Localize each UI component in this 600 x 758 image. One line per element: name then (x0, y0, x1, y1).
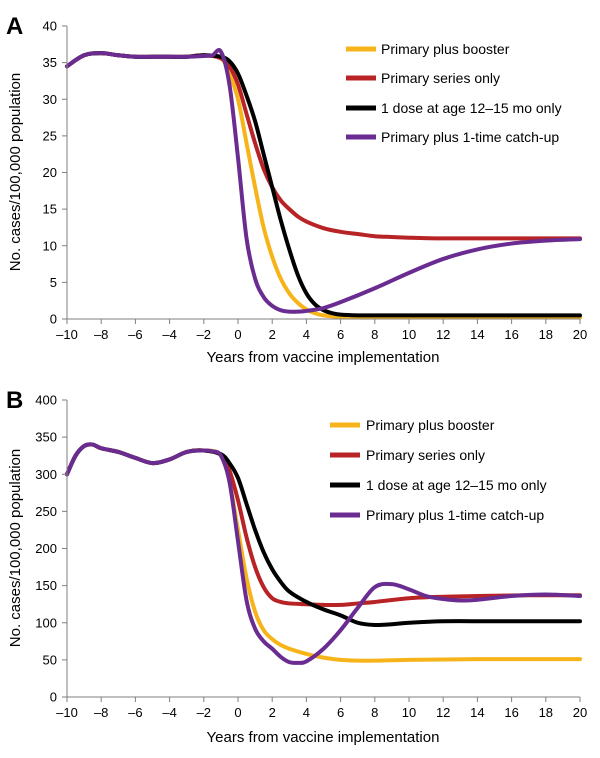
x-tick-label: 6 (337, 327, 344, 342)
x-tick-label: –8 (94, 705, 108, 720)
series-line-primary-plus-1-time-catch-up (65, 442, 582, 665)
y-tick-label: 20 (43, 165, 57, 180)
y-tick-label: 0 (50, 312, 57, 327)
y-axis-title: No. cases/100,000 population (7, 73, 24, 271)
y-tick-label: 30 (43, 92, 57, 107)
x-tick-label: 0 (234, 327, 241, 342)
legend-label: Primary plus booster (381, 41, 510, 57)
plot-area (65, 48, 582, 320)
x-axis-title: Years from vaccine implementation (207, 349, 440, 366)
x-tick-label: –4 (162, 705, 176, 720)
legend-label: Primary plus booster (366, 417, 495, 433)
panel-letter: B (6, 387, 23, 414)
legend-item: Primary plus booster (330, 417, 495, 433)
legend: Primary plus booster Primary series only… (330, 417, 547, 523)
x-tick-label: 20 (573, 705, 587, 720)
x-tick-label: 8 (371, 327, 378, 342)
y-tick-label: 10 (43, 238, 57, 253)
x-tick-label: 0 (234, 705, 241, 720)
panel-b: B –10 –8 –6 –4 –2 0 2 4 6 8 10 12 14 16 18 200501001502… (6, 387, 587, 746)
legend-label: 1 dose at age 12–15 mo only (381, 100, 562, 116)
series-line-1-dose-at-age-12-15-mo-only (65, 51, 582, 318)
x-tick-label: 16 (504, 705, 518, 720)
legend-label: Primary series only (366, 447, 485, 463)
x-tick-label: –2 (197, 705, 211, 720)
x-tick-label: –8 (94, 327, 108, 342)
y-tick-label: 0 (50, 690, 57, 705)
x-tick-label: –6 (128, 705, 142, 720)
x-tick-label: 14 (470, 705, 484, 720)
y-tick-label: 350 (35, 430, 57, 445)
x-tick-label: 2 (269, 327, 276, 342)
x-tick-label: 12 (436, 327, 450, 342)
x-tick-label: 4 (303, 327, 310, 342)
legend-item: Primary series only (330, 447, 485, 463)
legend-item: Primary series only (346, 70, 500, 86)
legend-item: 1 dose at age 12–15 mo only (346, 100, 562, 116)
y-tick-label: 50 (43, 652, 57, 667)
panel-a: A –10 –8 –6 –4 –2 0 2 4 6 8 10 12 14 16 18 20 0 5 10 15 20 25… (6, 13, 587, 366)
plot-area (65, 442, 582, 665)
legend-label: Primary plus 1-time catch-up (366, 507, 544, 523)
x-tick-label: 2 (269, 705, 276, 720)
axis-ticks: –10 –8 –6 –4 –2 0 2 4 6 8 10 12 14 16 18 20050100150200… (35, 393, 587, 721)
x-axis-title: Years from vaccine implementation (207, 729, 440, 746)
series-line-primary-series-only (65, 442, 582, 608)
legend-label: 1 dose at age 12–15 mo only (366, 477, 547, 493)
x-tick-label: –10 (56, 705, 78, 720)
series-line-primary-series-only (65, 51, 582, 241)
x-tick-label: 4 (303, 705, 310, 720)
x-tick-label: –4 (162, 327, 176, 342)
y-tick-label: 15 (43, 202, 57, 217)
x-tick-label: –6 (128, 327, 142, 342)
y-axis-title: No. cases/100,000 population (7, 449, 24, 647)
x-tick-label: 8 (371, 705, 378, 720)
panel-letter: A (6, 13, 23, 40)
y-tick-label: 150 (35, 578, 57, 593)
legend-item: Primary plus 1-time catch-up (346, 129, 559, 145)
x-tick-label: –2 (197, 327, 211, 342)
x-tick-label: 12 (436, 705, 450, 720)
x-tick-label: 10 (402, 327, 416, 342)
x-tick-label: 10 (402, 705, 416, 720)
x-tick-label: 6 (337, 705, 344, 720)
legend: Primary plus booster Primary series only… (346, 41, 562, 145)
legend-label: Primary series only (381, 70, 500, 86)
x-tick-label: 18 (539, 327, 553, 342)
y-tick-label: 200 (35, 541, 57, 556)
legend-label: Primary plus 1-time catch-up (381, 129, 559, 145)
legend-item: Primary plus booster (346, 41, 510, 57)
y-tick-label: 300 (35, 467, 57, 482)
legend-item: Primary plus 1-time catch-up (330, 507, 544, 523)
y-tick-label: 5 (50, 275, 57, 290)
series-line-primary-plus-booster (65, 51, 582, 320)
y-tick-label: 25 (43, 128, 57, 143)
axis-ticks: –10 –8 –6 –4 –2 0 2 4 6 8 10 12 14 16 18 20 0 5 10 15 20 25 30… (43, 19, 588, 343)
x-tick-label: 14 (470, 327, 484, 342)
x-tick-label: 18 (539, 705, 553, 720)
y-tick-label: 100 (35, 615, 57, 630)
x-tick-label: 16 (504, 327, 518, 342)
x-tick-label: 20 (573, 327, 587, 342)
y-tick-label: 40 (43, 19, 57, 34)
x-tick-label: –10 (56, 327, 78, 342)
y-tick-label: 400 (35, 393, 57, 408)
y-tick-label: 250 (35, 504, 57, 519)
legend-item: 1 dose at age 12–15 mo only (330, 477, 547, 493)
y-tick-label: 35 (43, 55, 57, 70)
series-line-primary-plus-1-time-catch-up (65, 48, 582, 314)
